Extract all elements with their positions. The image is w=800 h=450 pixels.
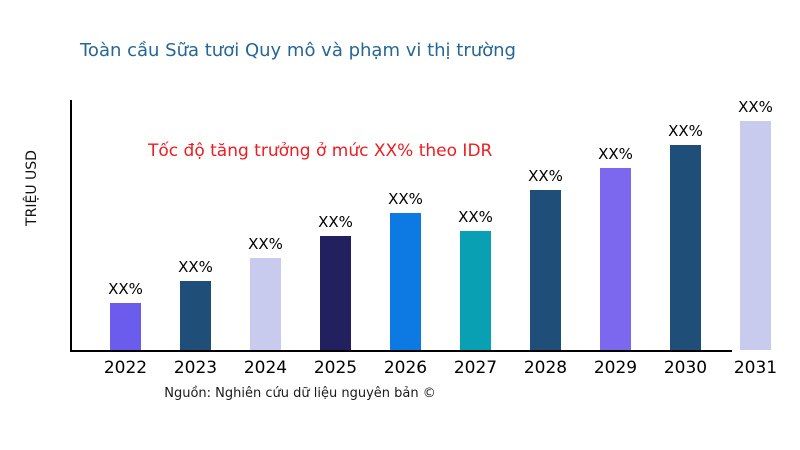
bar-2023 [180,281,211,350]
bar-value-label-2025: XX% [318,213,353,231]
x-tick-2026: 2026 [383,358,428,378]
chart-title: Toàn cầu Sữa tươi Quy mô và phạm vi thị … [80,40,516,61]
bar-2025 [320,236,351,350]
bar-value-label-2031: XX% [738,98,773,116]
bar-value-label-2029: XX% [598,145,633,163]
bar-2026 [390,213,421,350]
x-tick-2022: 2022 [103,358,148,378]
x-tick-2028: 2028 [523,358,568,378]
x-tick-2025: 2025 [313,358,358,378]
x-tick-2023: 2023 [173,358,218,378]
bar-2031 [740,121,771,350]
bar-value-label-2028: XX% [528,167,563,185]
bar-2028 [530,190,561,350]
y-axis-label: TRIỆU USD [24,150,40,226]
bar-2030 [670,145,701,350]
bar-2029 [600,168,631,350]
bar-2022 [110,303,141,350]
growth-rate-annotation: Tốc độ tăng trưởng ở mức XX% theo IDR [148,141,493,161]
source-note: Nguồn: Nghiên cứu dữ liệu nguyên bản © [164,386,436,401]
x-tick-2027: 2027 [453,358,498,378]
x-tick-2031: 2031 [733,358,778,378]
x-tick-2024: 2024 [243,358,288,378]
y-axis-line [70,100,72,352]
bar-value-label-2027: XX% [458,208,493,226]
bar-2024 [250,258,281,350]
bar-value-label-2030: XX% [668,122,703,140]
x-tick-2029: 2029 [593,358,638,378]
bar-value-label-2024: XX% [248,235,283,253]
bar-value-label-2023: XX% [178,258,213,276]
bar-value-label-2026: XX% [388,190,423,208]
bar-value-label-2022: XX% [108,280,143,298]
x-axis-line [70,350,732,352]
x-tick-2030: 2030 [663,358,708,378]
bar-2027 [460,231,491,350]
